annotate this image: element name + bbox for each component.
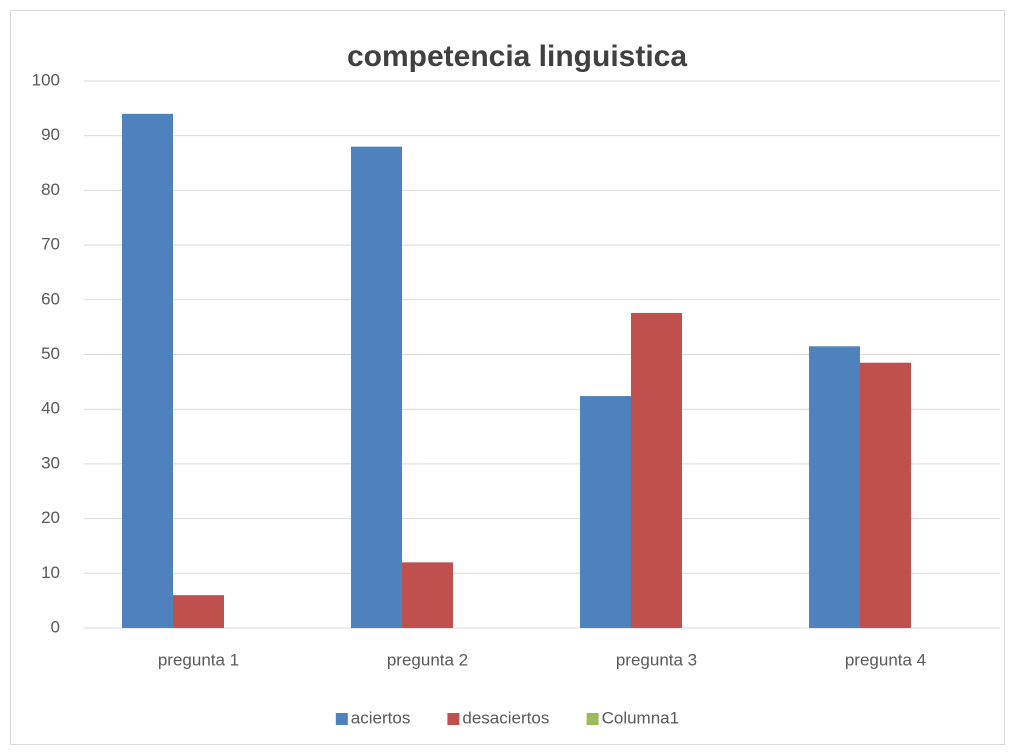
- bar: [173, 595, 224, 628]
- chart-title: competencia linguistica: [347, 40, 687, 73]
- legend-label: desaciertos: [462, 708, 549, 727]
- y-tick-label: 40: [41, 399, 60, 418]
- y-tick-label: 30: [41, 453, 60, 472]
- y-tick-label: 20: [41, 508, 60, 527]
- y-tick-label: 70: [41, 235, 60, 254]
- bar: [402, 562, 453, 628]
- y-tick-label: 80: [41, 180, 60, 199]
- y-tick-label: 0: [51, 617, 60, 636]
- legend-label: Columna1: [602, 708, 680, 727]
- bar: [580, 396, 631, 628]
- x-tick-label: pregunta 4: [845, 650, 926, 669]
- y-tick-label: 100: [32, 70, 60, 89]
- y-tick-label: 90: [41, 125, 60, 144]
- x-tick-label: pregunta 1: [158, 650, 239, 669]
- legend-swatch: [447, 713, 460, 725]
- bar: [809, 346, 860, 628]
- x-tick-label: pregunta 3: [616, 650, 697, 669]
- bar: [122, 113, 173, 628]
- y-tick-label: 60: [41, 289, 60, 308]
- legend-swatch: [586, 713, 599, 725]
- legend-swatch: [335, 713, 348, 725]
- y-tick-label: 10: [41, 563, 60, 582]
- x-tick-label: pregunta 2: [387, 650, 468, 669]
- legend-label: aciertos: [351, 708, 411, 727]
- bar: [351, 146, 402, 628]
- y-tick-label: 50: [41, 344, 60, 363]
- bar: [860, 362, 911, 628]
- bar: [631, 312, 682, 628]
